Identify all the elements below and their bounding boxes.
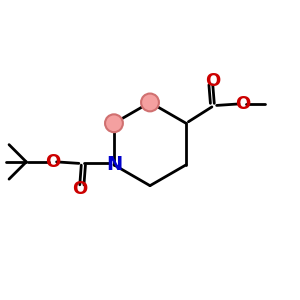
Text: O: O: [205, 72, 220, 90]
Text: O: O: [72, 180, 87, 198]
Text: O: O: [45, 153, 61, 171]
Text: N: N: [106, 155, 122, 174]
Circle shape: [141, 94, 159, 111]
Text: O: O: [235, 95, 250, 113]
Circle shape: [105, 114, 123, 132]
